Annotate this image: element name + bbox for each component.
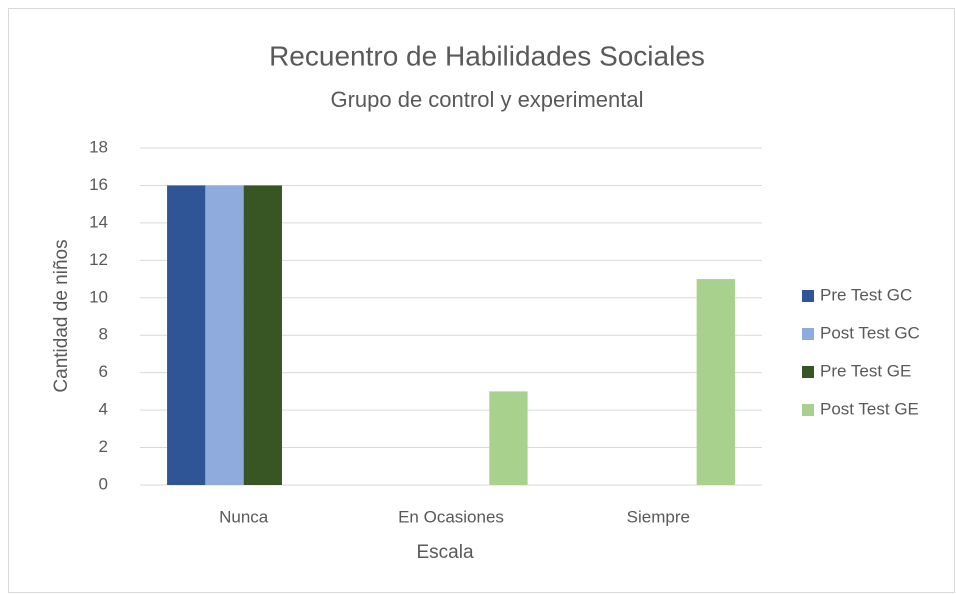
legend-swatch: [802, 366, 814, 378]
y-tick-label: 16: [89, 175, 108, 194]
legend-label: Pre Test GC: [820, 285, 912, 304]
y-tick-label: 12: [89, 250, 108, 269]
chart-subtitle: Grupo de control y experimental: [330, 87, 643, 112]
y-tick-label: 14: [89, 212, 108, 231]
legend-label: Post Test GE: [820, 399, 919, 418]
y-tick-label: 6: [99, 362, 108, 381]
x-tick-label: En Ocasiones: [398, 507, 504, 526]
legend-swatch: [802, 404, 814, 416]
y-tick-label: 10: [89, 287, 108, 306]
y-tick-label: 8: [99, 325, 108, 344]
bar: [205, 185, 244, 485]
bar: [243, 185, 282, 485]
legend-swatch: [802, 290, 814, 302]
legend-label: Post Test GC: [820, 323, 920, 342]
x-tick-label: Nunca: [219, 507, 269, 526]
y-tick-label: 18: [89, 137, 108, 156]
bar: [696, 279, 735, 485]
x-axis-title: Escala: [416, 542, 473, 563]
legend-swatch: [802, 328, 814, 340]
chart-title: Recuentro de Habilidades Sociales: [269, 40, 705, 71]
bar: [167, 185, 206, 485]
legend-label: Pre Test GE: [820, 361, 911, 380]
y-tick-label: 0: [99, 474, 108, 493]
y-axis-title: Cantidad de niños: [51, 239, 72, 392]
y-tick-label: 2: [99, 437, 108, 456]
chart-border: [8, 8, 955, 593]
y-tick-label: 4: [99, 400, 108, 419]
x-tick-label: Siempre: [627, 507, 690, 526]
bar: [489, 391, 528, 485]
